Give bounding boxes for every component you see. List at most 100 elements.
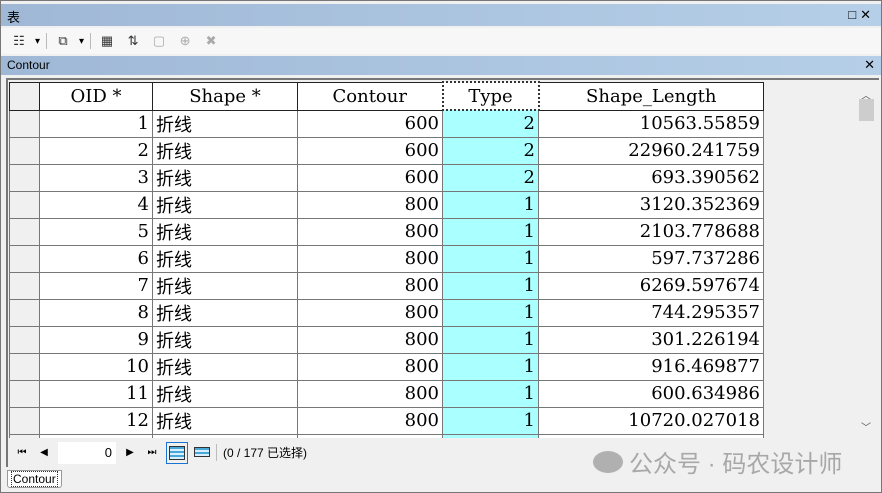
previous-record-icon[interactable]: ◀ (40, 447, 48, 458)
cell[interactable]: 2103.778688 (538, 217, 764, 246)
table-row[interactable]: 6 折线 800 1 597.737286 (9, 244, 764, 273)
table-row[interactable]: 8 折线 800 1 744.295357 (9, 298, 764, 327)
cell[interactable]: 10 (39, 352, 153, 381)
cell[interactable]: 11 (39, 379, 153, 408)
cell[interactable]: 800 (297, 217, 443, 246)
cell[interactable]: 1 (442, 325, 539, 354)
cell[interactable]: 折线 (152, 406, 298, 435)
last-record-icon[interactable]: ⏭ (147, 447, 157, 458)
cell[interactable]: 597.737286 (538, 244, 764, 273)
cell[interactable] (538, 433, 764, 438)
cell[interactable]: 折线 (152, 271, 298, 300)
row-selector[interactable] (9, 244, 40, 273)
column-header[interactable]: Contour (297, 81, 443, 111)
cell[interactable]: 折线 (152, 325, 298, 354)
table-row[interactable]: 1 折线 600 2 10563.55859 (9, 109, 764, 138)
row-selector[interactable] (9, 217, 40, 246)
cell[interactable]: 折线 (152, 163, 298, 192)
table-row[interactable] (9, 433, 764, 438)
cell[interactable]: 600 (297, 136, 443, 165)
show-all-records-button[interactable] (166, 441, 188, 464)
table-row[interactable]: 12 折线 800 1 10720.027018 (9, 406, 764, 435)
row-selector[interactable] (9, 298, 40, 327)
row-selector[interactable] (9, 352, 40, 381)
table-row[interactable]: 2 折线 600 2 22960.241759 (9, 136, 764, 165)
cell[interactable]: 2 (442, 136, 539, 165)
close-table-icon[interactable]: ✕ (864, 57, 875, 72)
maximize-icon[interactable]: □ (848, 7, 861, 22)
cell[interactable]: 5 (39, 217, 153, 246)
table-row[interactable]: 5 折线 800 1 2103.778688 (9, 217, 764, 246)
dropdown-arrow-icon[interactable]: ▾ (35, 35, 41, 47)
row-selector[interactable] (9, 325, 40, 354)
cell[interactable]: 1 (442, 406, 539, 435)
scroll-thumb[interactable] (859, 99, 874, 121)
row-selector[interactable] (9, 109, 40, 138)
cell[interactable]: 折线 (152, 298, 298, 327)
cell[interactable]: 744.295357 (538, 298, 764, 327)
cell[interactable]: 折线 (152, 217, 298, 246)
table-options-icon[interactable]: ☷ (13, 33, 25, 48)
cell[interactable]: 800 (297, 379, 443, 408)
vertical-scrollbar[interactable]: ︿ ﹀ (857, 91, 875, 436)
row-selector[interactable] (9, 406, 40, 435)
cell[interactable]: 折线 (152, 190, 298, 219)
table-row[interactable]: 9 折线 800 1 301.226194 (9, 325, 764, 354)
row-selector[interactable] (9, 136, 40, 165)
column-header[interactable]: OID * (39, 81, 153, 111)
cell[interactable]: 1 (442, 352, 539, 381)
cell[interactable]: 693.390562 (538, 163, 764, 192)
cell[interactable]: 折线 (152, 244, 298, 273)
related-tables-icon[interactable]: ⧉ (58, 33, 68, 48)
cell[interactable]: 2 (442, 163, 539, 192)
row-selector[interactable] (9, 190, 40, 219)
table-row[interactable]: 10 折线 800 1 916.469877 (9, 352, 764, 381)
cell[interactable]: 折线 (152, 379, 298, 408)
cell[interactable]: 12 (39, 406, 153, 435)
cell[interactable]: 22960.241759 (538, 136, 764, 165)
cell[interactable]: 800 (297, 352, 443, 381)
cell[interactable]: 1 (39, 109, 153, 138)
scroll-down-icon[interactable]: ﹀ (861, 423, 871, 434)
cell[interactable]: 800 (297, 325, 443, 354)
select-by-attributes-icon[interactable]: ▦ (100, 33, 114, 48)
cell[interactable]: 7 (39, 271, 153, 300)
cell[interactable]: 600 (297, 109, 443, 138)
table-row[interactable]: 7 折线 800 1 6269.597674 (9, 271, 764, 300)
cell[interactable]: 1 (442, 190, 539, 219)
cell[interactable]: 10720.027018 (538, 406, 764, 435)
cell[interactable]: 4 (39, 190, 153, 219)
first-record-icon[interactable]: ⏮ (17, 447, 27, 458)
table-tab-contour[interactable]: Contour (7, 470, 62, 488)
close-icon[interactable]: ✕ (860, 7, 875, 22)
cell[interactable]: 1 (442, 379, 539, 408)
cell[interactable]: 800 (297, 244, 443, 273)
row-selector[interactable] (9, 163, 40, 192)
cell[interactable]: 8 (39, 298, 153, 327)
column-header[interactable]: Shape * (152, 81, 298, 111)
cell[interactable]: 10563.55859 (538, 109, 764, 138)
cell[interactable]: 800 (297, 406, 443, 435)
cell[interactable]: 折线 (152, 136, 298, 165)
cell[interactable]: 1 (442, 244, 539, 273)
cell[interactable]: 9 (39, 325, 153, 354)
cell[interactable]: 2 (442, 109, 539, 138)
scroll-up-icon[interactable]: ︿ (861, 91, 871, 102)
cell[interactable]: 3 (39, 163, 153, 192)
cell[interactable]: 1 (442, 217, 539, 246)
cell[interactable]: 折线 (152, 109, 298, 138)
cell[interactable]: 600.634986 (538, 379, 764, 408)
cell[interactable]: 折线 (152, 352, 298, 381)
cell[interactable]: 800 (297, 298, 443, 327)
cell[interactable]: 3120.352369 (538, 190, 764, 219)
current-record-input[interactable]: 0 (58, 441, 116, 464)
cell[interactable]: 600 (297, 163, 443, 192)
cell[interactable]: 1 (442, 271, 539, 300)
cell[interactable]: 6269.597674 (538, 271, 764, 300)
table-row[interactable]: 4 折线 800 1 3120.352369 (9, 190, 764, 219)
cell[interactable]: 800 (297, 190, 443, 219)
cell[interactable]: 2 (39, 136, 153, 165)
cell[interactable]: 800 (297, 271, 443, 300)
row-selector[interactable] (9, 379, 40, 408)
next-record-icon[interactable]: ▶ (126, 447, 134, 458)
